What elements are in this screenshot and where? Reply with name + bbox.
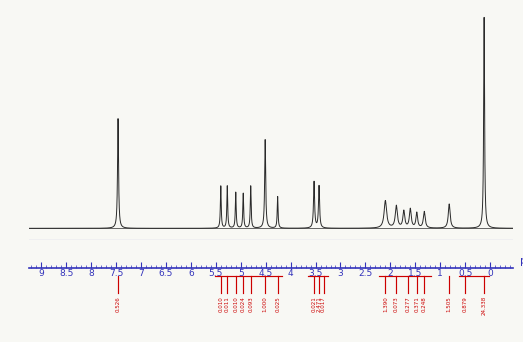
Text: 0.010: 0.010 <box>218 296 223 312</box>
Text: 0.021: 0.021 <box>312 296 316 312</box>
Text: 1.000: 1.000 <box>263 296 268 312</box>
Text: 0.017: 0.017 <box>321 296 326 312</box>
Text: 0.010: 0.010 <box>233 296 238 312</box>
Text: 0.093: 0.093 <box>248 296 253 312</box>
Text: 0.371: 0.371 <box>414 296 419 312</box>
Text: 24.338: 24.338 <box>482 296 486 315</box>
Text: 0.025: 0.025 <box>275 296 280 312</box>
Text: 2.471: 2.471 <box>316 296 322 312</box>
Text: 0.011: 0.011 <box>225 296 230 312</box>
Text: 1.505: 1.505 <box>447 296 452 312</box>
Text: ppm: ppm <box>520 256 523 266</box>
Text: 0.879: 0.879 <box>463 296 468 312</box>
Text: 0.024: 0.024 <box>241 296 246 312</box>
Text: 0.073: 0.073 <box>394 296 399 312</box>
Text: 0.526: 0.526 <box>116 296 120 312</box>
Text: 1.390: 1.390 <box>383 296 388 312</box>
Text: 0.277: 0.277 <box>405 296 411 312</box>
Text: 0.248: 0.248 <box>422 296 427 312</box>
